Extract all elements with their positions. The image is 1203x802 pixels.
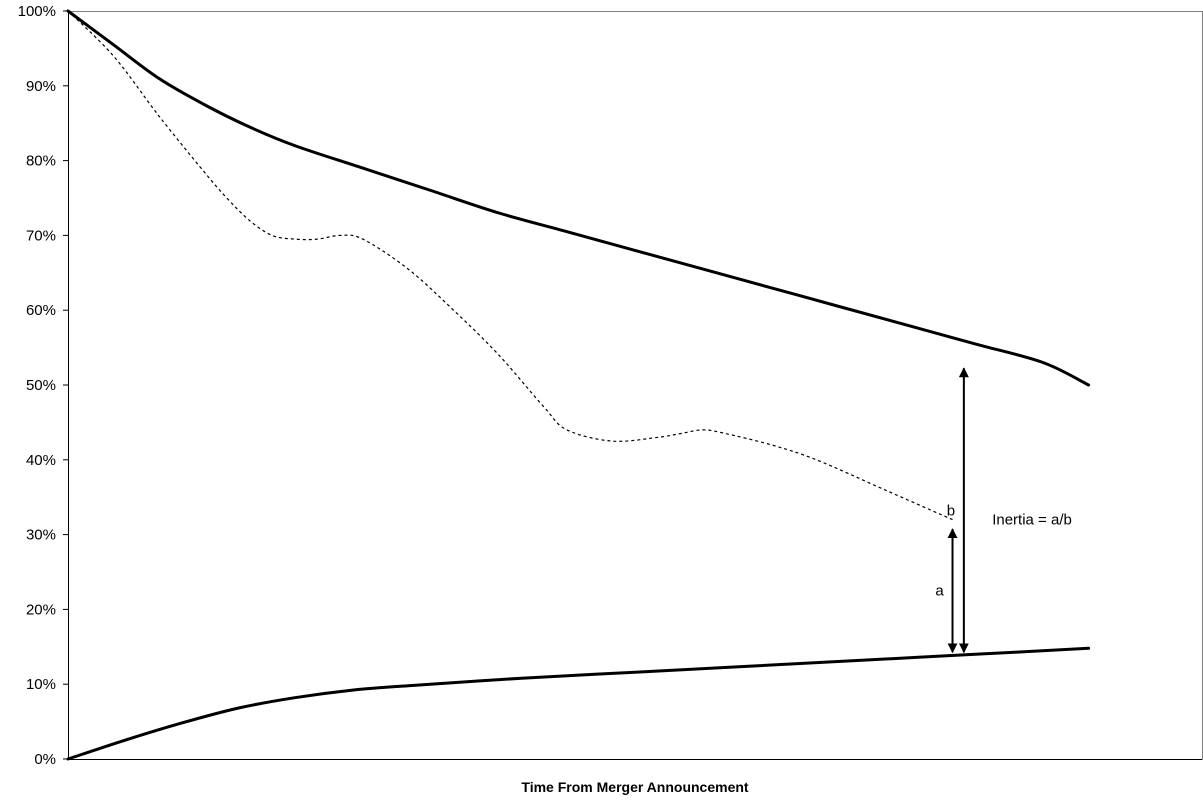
lower-bound-line bbox=[66, 646, 1091, 761]
series-layer bbox=[66, 9, 1091, 761]
y-tick-label: 90% bbox=[26, 78, 56, 95]
x-axis-label: Time From Merger Announcement bbox=[521, 779, 748, 795]
y-tick-label: 100% bbox=[18, 3, 56, 20]
y-tick-label: 30% bbox=[26, 527, 56, 544]
y-tick-label: 50% bbox=[26, 377, 56, 394]
annotation-layer: a b Inertia = a/b bbox=[935, 367, 1072, 654]
y-tick-label: 80% bbox=[26, 153, 56, 170]
inertia-annotation: Inertia = a/b bbox=[992, 512, 1072, 529]
actual-path-line bbox=[67, 10, 953, 521]
y-tick-label: 60% bbox=[26, 302, 56, 319]
y-tick-label: 40% bbox=[26, 452, 56, 469]
y-tick-label: 0% bbox=[34, 751, 56, 768]
y-tick-label: 70% bbox=[26, 227, 56, 244]
upper-bound-line bbox=[66, 9, 1091, 387]
y-tick-label: 20% bbox=[26, 601, 56, 618]
y-tick-label: 10% bbox=[26, 676, 56, 693]
arrow-label-b: b bbox=[947, 502, 955, 519]
y-axis-ticks: 0% 10% 20% 30% 40% 50% 60% 70% 80% 90% 100% bbox=[18, 3, 68, 768]
arrow-label-a: a bbox=[935, 583, 944, 600]
